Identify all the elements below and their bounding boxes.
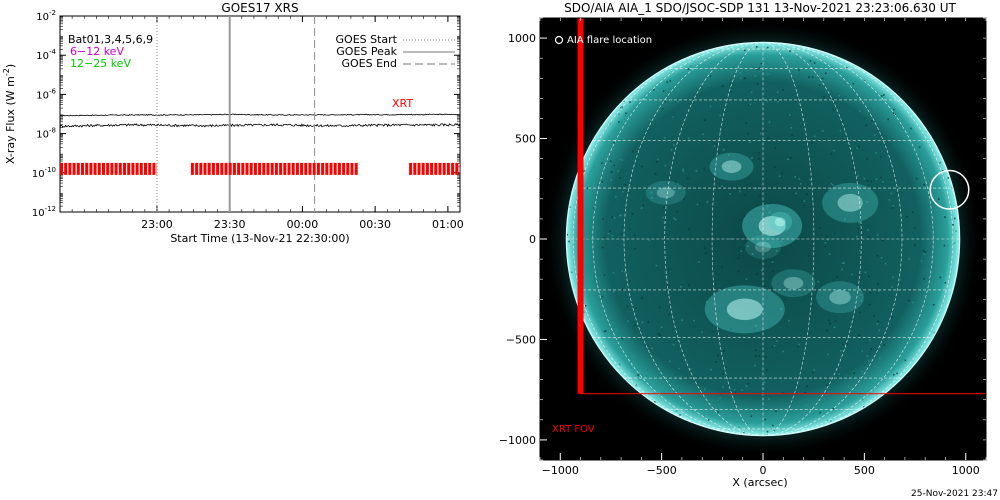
aia-y-axis: −1000 −500 0 500 1000 [499,17,986,461]
legend-entry-detectors: Bat01,3,4,5,6,9 [68,33,153,46]
aia-y-tick-label: 0 [529,233,536,246]
xrt-label: XRT [392,97,413,110]
goes-y-axis: 10-12 10-10 10-8 10-6 10-4 10-2 [32,9,460,219]
goes-y-tick-label: 10-6 [36,87,56,101]
aia-x-tick-label: −500 [647,464,677,477]
goes-y-tick-label: 10-2 [36,9,56,23]
detector-legend: Bat01,3,4,5,6,9 6−12 keV 12−25 keV [68,33,153,70]
legend-goes-end: GOES End [341,57,397,70]
footer-timestamp: 25-Nov-2021 23:47 [911,489,998,499]
goes-event-legend: GOES Start GOES Peak GOES End [336,33,455,70]
active-region-core [758,216,786,236]
legend-entry-12-25kev: 12−25 keV [70,57,131,70]
goes-x-tick-label: 23:30 [214,218,246,231]
xrt-fov-left-edge [577,18,584,394]
active-region-core [837,193,863,212]
goes-y-tick-label: 10-10 [32,166,56,180]
longitude-line [711,42,764,436]
active-region-core [656,187,675,199]
goes-chart: GOES17 XRS 10-12 10-10 10-8 10-6 10-4 10-2 23… [2,1,464,245]
active-region [645,180,686,205]
longitude-line [623,42,764,436]
active-region-core [754,241,772,253]
active-region [745,235,781,260]
aia-x-tick-label: −1000 [542,464,579,477]
goes-y-axis-label-unit-exp: -2 [2,68,11,76]
legend-goes-start: GOES Start [336,33,398,46]
aia-map-title: SDO/AIA AIA_1 SDO/JSOC-SDP 131 13-Nov-20… [564,1,956,15]
goes-y-axis-label-text: X-ray Flux (W m [4,76,17,164]
flare-legend-label: AIA flare location [567,35,652,46]
longitude-line [762,42,954,436]
aia-y-tick-label: −1000 [499,434,536,447]
active-region [771,269,816,298]
aia-x-tick-label: 0 [760,464,767,477]
goes-y-tick-label: 10-12 [32,205,56,219]
active-region [822,182,879,223]
goes-x-tick-label: 00:30 [359,218,391,231]
longitude-line [762,42,903,436]
goes-series [60,113,460,128]
flare-location-circle [929,169,970,210]
active-region-core [774,217,786,227]
aia-y-tick-label: 1000 [508,32,536,45]
goes-flux-series [60,113,460,117]
active-region [768,211,793,232]
aia-x-axis: −1000 −500 0 500 1000 [539,18,987,477]
active-region-core [829,290,851,305]
legend-goes-peak: GOES Peak [336,45,397,58]
goes-chart-title: GOES17 XRS [221,1,298,15]
heliographic-grid [566,42,960,436]
longitude-line [762,42,862,436]
solar-limb [565,41,961,437]
goes-y-axis-label: X-ray Flux (W m-2) [2,64,17,164]
goes-event-markers [156,16,316,212]
goes-x-tick-label: 01:00 [432,218,464,231]
active-region [816,281,865,314]
aia-x-tick-label: 500 [854,464,875,477]
goes-y-tick-label: 10-4 [36,48,56,62]
flare-legend-symbol [554,35,564,45]
goes-x-tick-label: 00:00 [287,218,319,231]
aia-y-tick-label: 500 [515,133,536,146]
active-region-core [721,160,742,173]
aia-map: SDO/AIA AIA_1 SDO/JSOC-SDP 131 13-Nov-20… [499,1,987,489]
xrt-fov-label: XRT FOV [552,424,595,435]
goes-y-axis-label-end: ) [4,64,17,68]
goes-y-tick-label: 10-8 [36,127,56,141]
goes-x-axis-label: Start Time (13-Nov-21 22:30:00) [170,232,349,245]
goes-x-tick-label: 23:00 [141,218,173,231]
aia-x-tick-label: 1000 [952,464,980,477]
active-region-core [783,276,804,290]
longitude-line [572,42,764,436]
legend-entry-6-12kev: 6−12 keV [70,45,124,58]
active-region-core [726,298,763,321]
goes-flux-series [60,123,460,128]
active-region [709,152,754,181]
longitude-line [664,42,764,436]
goes-plot-frame [59,15,461,213]
longitude-line [762,42,815,436]
aia-y-tick-label: −500 [506,333,536,346]
aia-x-axis-label: X (arcsec) [732,476,787,489]
